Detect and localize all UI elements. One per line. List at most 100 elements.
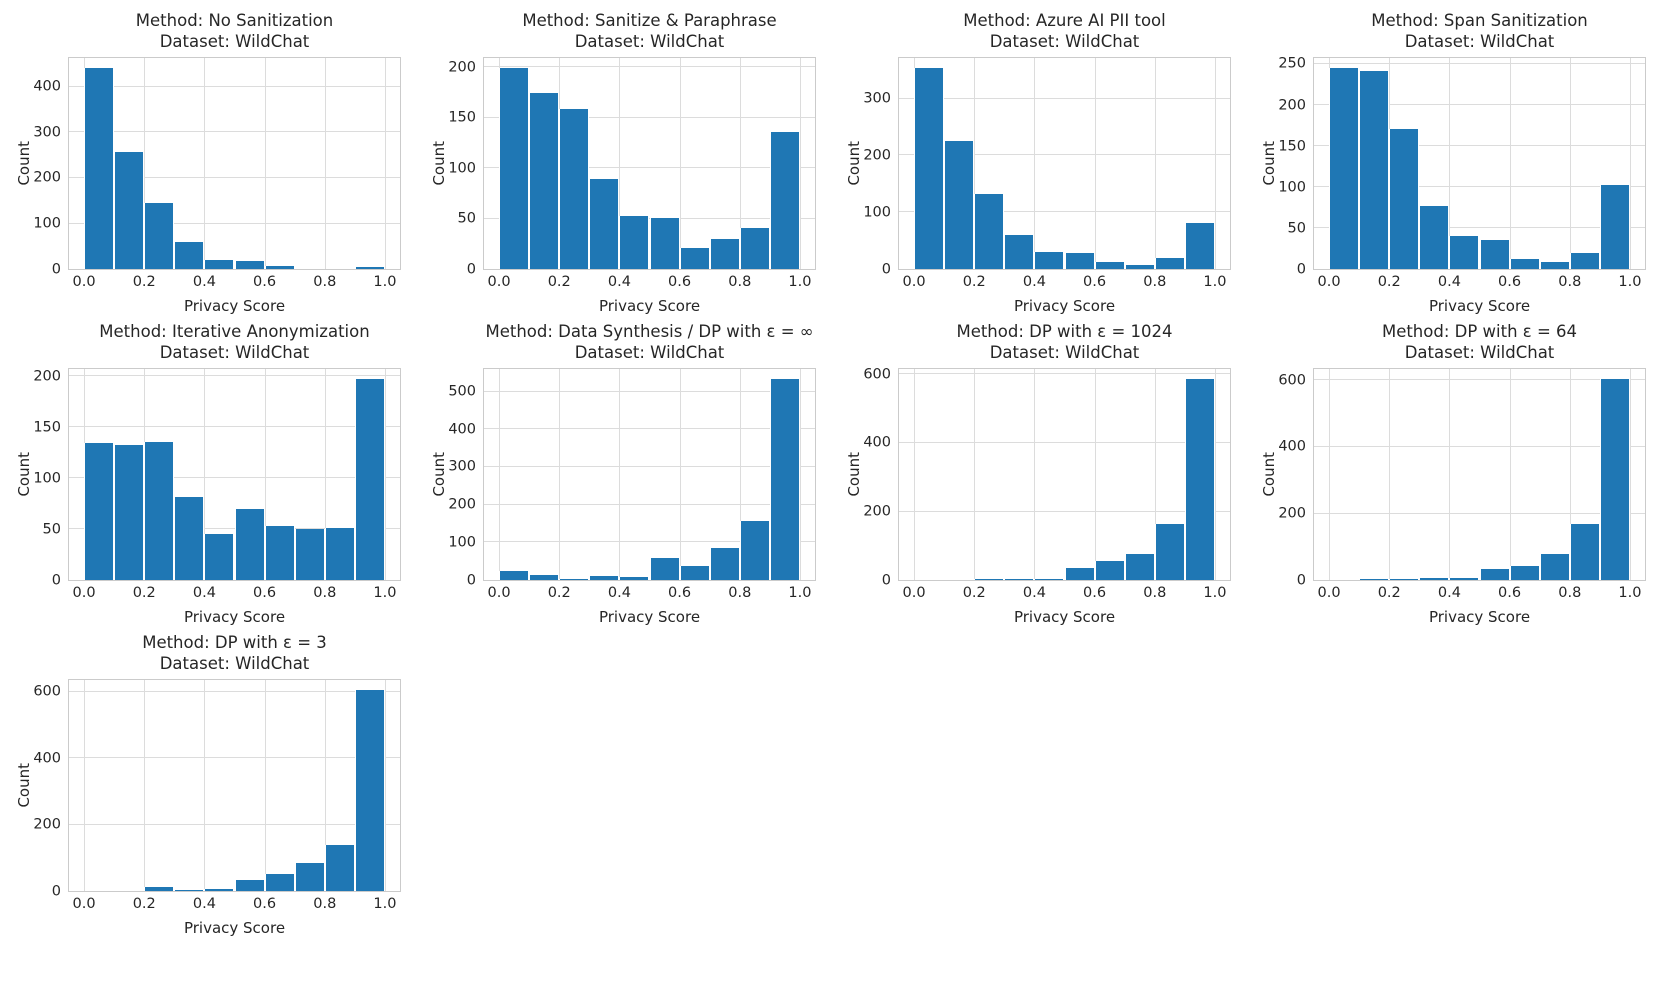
x-gridline — [144, 680, 146, 892]
x-tick-label: 0.4 — [1022, 274, 1046, 291]
x-tick-label: 1.0 — [1203, 585, 1227, 602]
y-gridline — [899, 97, 1230, 99]
x-gridline — [1509, 369, 1511, 581]
chart-title: Method: DP with ε = 3 Dataset: WildChat — [68, 632, 401, 674]
x-tick-label: 0.2 — [1377, 585, 1401, 602]
histogram-bar — [709, 238, 740, 270]
x-tick-label: 0.8 — [1143, 274, 1167, 291]
x-gridline — [204, 680, 206, 892]
x-gridline — [1034, 58, 1036, 270]
histogram-bar — [589, 576, 620, 581]
x-gridline — [1449, 369, 1451, 581]
chart-title: Method: Span Sanitization Dataset: WildC… — [1313, 10, 1646, 52]
x-tick-label: 0.4 — [192, 585, 216, 602]
x-gridline — [974, 369, 976, 581]
chart-title-dataset: Dataset: WildChat — [1404, 343, 1555, 363]
histogram-bar — [1184, 379, 1215, 581]
histogram-bar — [739, 520, 770, 581]
axes: Count 0.0 0.2 0.4 0.6 0.8 1.0 0 50 100 150 200 — [15, 368, 401, 600]
histogram-bar — [264, 873, 295, 892]
histogram-bar — [234, 879, 265, 892]
subplot-iterative-anonymization: Method: Iterative Anonymization Dataset:… — [0, 321, 415, 632]
y-tick-label: 0 — [1296, 260, 1306, 277]
chart-title-dataset: Dataset: WildChat — [989, 32, 1140, 52]
y-gridline — [1314, 227, 1645, 229]
x-gridline — [974, 58, 976, 270]
histogram-bar — [144, 441, 175, 581]
x-gridline — [1629, 58, 1631, 270]
x-gridline — [679, 369, 681, 581]
x-tick-label: 0.0 — [902, 274, 926, 291]
histogram-bar — [354, 690, 385, 892]
x-tick-label: 1.0 — [788, 274, 812, 291]
subplot-data-synthesis-dp-inf: Method: Data Synthesis / DP with ε = ∞ D… — [415, 321, 830, 632]
histogram-bar — [1449, 578, 1480, 581]
x-tick-label: 0.8 — [313, 274, 337, 291]
x-tick-label: 0.0 — [487, 274, 511, 291]
y-tick-label: 400 — [1278, 438, 1306, 455]
x-tick-label: 0.6 — [668, 585, 692, 602]
histogram-bar — [354, 266, 385, 270]
chart-title: Method: No Sanitization Dataset: WildCha… — [68, 10, 401, 52]
x-tick-label: 0.8 — [1143, 585, 1167, 602]
x-gridline — [1214, 58, 1216, 270]
histogram-bar — [769, 131, 800, 270]
x-gridline — [204, 58, 206, 270]
histogram-bar — [1419, 206, 1450, 270]
y-axis-label: Count — [845, 141, 863, 186]
chart-title-dataset: Dataset: WildChat — [989, 343, 1140, 363]
x-gridline — [1154, 369, 1156, 581]
histogram-bar — [1569, 252, 1600, 270]
y-gridline — [484, 66, 815, 68]
x-gridline — [799, 369, 801, 581]
chart-title-dataset: Dataset: WildChat — [574, 343, 725, 363]
histogram-bar — [144, 203, 175, 270]
histogram-bar — [114, 151, 145, 270]
axes: Count 0.0 0.2 0.4 0.6 0.8 1.0 0 200 400 600 — [1260, 368, 1646, 600]
x-gridline — [1569, 58, 1571, 270]
chart-title-method: Method: Data Synthesis / DP with ε = ∞ — [485, 322, 814, 341]
histogram-bar — [739, 227, 770, 270]
x-tick-label: 0.0 — [72, 585, 96, 602]
histogram-bar — [174, 496, 205, 581]
y-gridline — [69, 823, 400, 825]
x-gridline — [914, 369, 916, 581]
y-tick-label: 0 — [881, 260, 891, 277]
histogram-bar — [649, 558, 680, 581]
y-gridline — [484, 390, 815, 392]
histogram-bar — [204, 260, 235, 270]
histogram-bar — [174, 241, 205, 270]
y-gridline — [1314, 104, 1645, 106]
axes: Count 0.0 0.2 0.4 0.6 0.8 1.0 0 100 200 300 400 — [15, 57, 401, 289]
y-gridline — [899, 510, 1230, 512]
y-tick-label: 150 — [448, 109, 476, 126]
x-axis-label: Privacy Score — [598, 608, 701, 627]
x-tick-label: 0.0 — [72, 896, 96, 913]
chart-title: Method: Sanitize & Paraphrase Dataset: W… — [483, 10, 816, 52]
y-tick-label: 600 — [33, 683, 61, 700]
x-gridline — [384, 369, 386, 581]
histogram-bar — [1329, 68, 1360, 270]
histogram-bar — [974, 193, 1005, 270]
histogram-bar — [974, 578, 1005, 581]
x-tick-label: 0.6 — [253, 585, 277, 602]
y-tick-label: 0 — [1296, 571, 1306, 588]
axes: Count 0.0 0.2 0.4 0.6 0.8 1.0 0 200 400 600 — [15, 679, 401, 911]
y-tick-label: 0 — [51, 260, 61, 277]
histogram-bar — [234, 261, 265, 270]
histogram-bar — [1004, 235, 1035, 270]
x-tick-label: 0.8 — [313, 896, 337, 913]
x-tick-label: 0.8 — [1558, 585, 1582, 602]
chart-title-method: Method: Sanitize & Paraphrase — [522, 11, 777, 30]
histogram-bar — [1359, 70, 1390, 270]
histogram-bar — [1094, 261, 1125, 270]
y-tick-label: 400 — [33, 750, 61, 767]
y-axis-label: Count — [15, 452, 33, 497]
y-axis-label: Count — [430, 141, 448, 186]
x-gridline — [324, 369, 326, 581]
y-tick-label: 150 — [33, 419, 61, 436]
chart-title-dataset: Dataset: WildChat — [159, 654, 310, 674]
x-tick-label: 1.0 — [1203, 274, 1227, 291]
y-tick-label: 400 — [448, 421, 476, 437]
x-gridline — [144, 58, 146, 270]
